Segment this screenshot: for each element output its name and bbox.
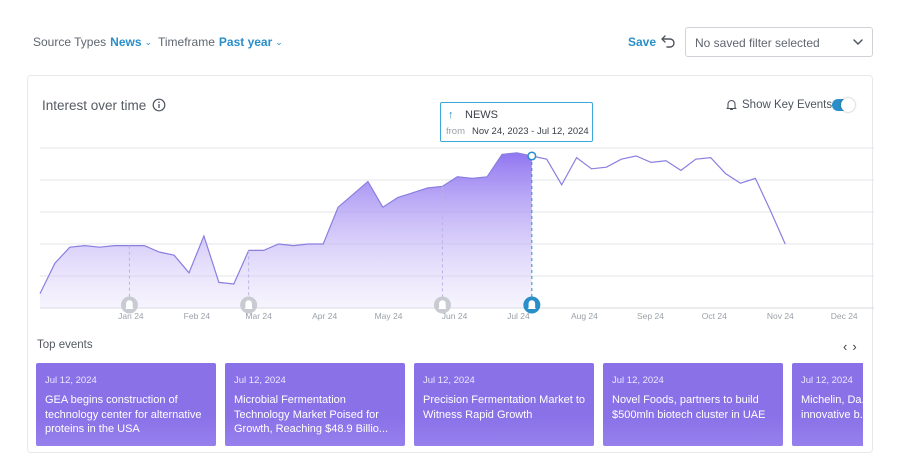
panel-title: Interest over time (42, 98, 147, 113)
saved-filter-select[interactable]: No saved filter selected (685, 27, 873, 57)
x-tick-label: Feb 24 (184, 311, 211, 321)
event-card[interactable]: Jul 12, 2024 Microbial Fermentation Tech… (225, 363, 405, 446)
x-tick-label: Jul 24 (507, 311, 530, 321)
x-tick-label: Nov 24 (767, 311, 794, 321)
event-date: Jul 12, 2024 (801, 375, 853, 386)
event-title: Michelin, Da... Agricole part... innovat… (801, 394, 863, 421)
tooltip-range: Nov 24, 2023 - Jul 12, 2024 (472, 126, 589, 137)
info-icon[interactable] (152, 98, 166, 112)
undo-icon[interactable] (660, 33, 676, 49)
highlight-point (527, 151, 537, 161)
event-date: Jul 12, 2024 (423, 375, 475, 386)
tooltip-from-label: from (446, 126, 465, 137)
top-events-heading: Top events (37, 339, 93, 351)
timeframe-filter[interactable]: Timeframe Past year ⌄ (158, 35, 283, 49)
x-tick-label: Dec 24 (831, 311, 858, 321)
timeframe-value: Past year (218, 35, 273, 49)
x-tick-label: Sep 24 (637, 311, 664, 321)
event-date: Jul 12, 2024 (45, 375, 97, 386)
x-axis-ticks: Jan 24 Feb 24 Mar 24 Apr 24 May 24 Jun 24 Jul … (118, 311, 858, 321)
source-types-value: News (110, 35, 142, 49)
bell-icon[interactable] (433, 296, 451, 314)
chevron-down-icon (853, 39, 863, 45)
x-tick-label: Oct 24 (702, 311, 727, 321)
highlighted-area (40, 152, 532, 308)
event-title: GEA begins construction of technology ce… (45, 394, 202, 435)
event-card[interactable]: Jul 12, 2024 GEA begins construction of … (36, 363, 216, 446)
tooltip-title: NEWS (465, 109, 498, 121)
interest-over-time-panel: Interest over time Show Key Events Jan 2… (27, 75, 874, 453)
x-tick-label: Jan 24 (118, 311, 144, 321)
chevron-down-icon: ⌄ (144, 37, 153, 47)
series-line-news (39, 152, 786, 294)
saved-filter-value: No saved filter selected (695, 36, 820, 50)
arrow-up-icon: ↑ (448, 109, 454, 121)
source-types-filter[interactable]: Source Types News ⌄ (33, 35, 152, 49)
timeframe-label: Timeframe (158, 35, 215, 49)
event-title: Microbial Fermentation Technology Market… (234, 394, 389, 435)
event-title: Precision Fermentation Market to Witness… (423, 394, 586, 421)
x-tick-label: Aug 24 (571, 311, 598, 321)
event-date: Jul 12, 2024 (612, 375, 664, 386)
chevron-down-icon: ⌄ (275, 37, 283, 47)
top-events-carousel: Jul 12, 2024 GEA begins construction of … (36, 363, 863, 446)
x-tick-label: May 24 (375, 311, 403, 321)
x-tick-label: Jun 24 (442, 311, 468, 321)
interest-chart: Jan 24 Feb 24 Mar 24 Apr 24 May 24 Jun 24 Jul … (39, 147, 874, 321)
toggle-knob (841, 98, 855, 112)
event-card[interactable]: Jul 12, 2024 Novel Foods, partners to bu… (603, 363, 783, 446)
top-events-nav: ‹› (843, 339, 862, 354)
event-card[interactable]: Jul 12, 2024 Precision Fermentation Mark… (414, 363, 594, 446)
bell-icon[interactable] (523, 296, 541, 314)
x-tick-label: Apr 24 (312, 311, 337, 321)
key-event-markers (120, 151, 541, 314)
show-key-events-toggle[interactable] (832, 98, 855, 112)
show-key-events-label: Show Key Events (742, 99, 833, 111)
event-title: Novel Foods, partners to build $500mln b… (612, 394, 766, 421)
bell-icon[interactable] (120, 296, 138, 314)
bell-icon[interactable] (240, 296, 258, 314)
event-date: Jul 12, 2024 (234, 375, 286, 386)
source-types-label: Source Types (33, 35, 107, 49)
save-button[interactable]: Save (628, 35, 657, 49)
chart-tooltip: ↑ NEWS from Nov 24, 2023 - Jul 12, 2024 (440, 102, 593, 142)
event-card[interactable]: Jul 12, 2024 Michelin, Da... Agricole pa… (792, 363, 863, 446)
chevron-right-icon[interactable]: › (852, 339, 862, 354)
chevron-left-icon[interactable]: ‹ (843, 339, 853, 354)
filter-bar: Source Types News ⌄ Timeframe Past year ⌄ Sa… (0, 0, 900, 76)
x-tick-label: Mar 24 (245, 311, 272, 321)
bell-icon (726, 99, 737, 111)
